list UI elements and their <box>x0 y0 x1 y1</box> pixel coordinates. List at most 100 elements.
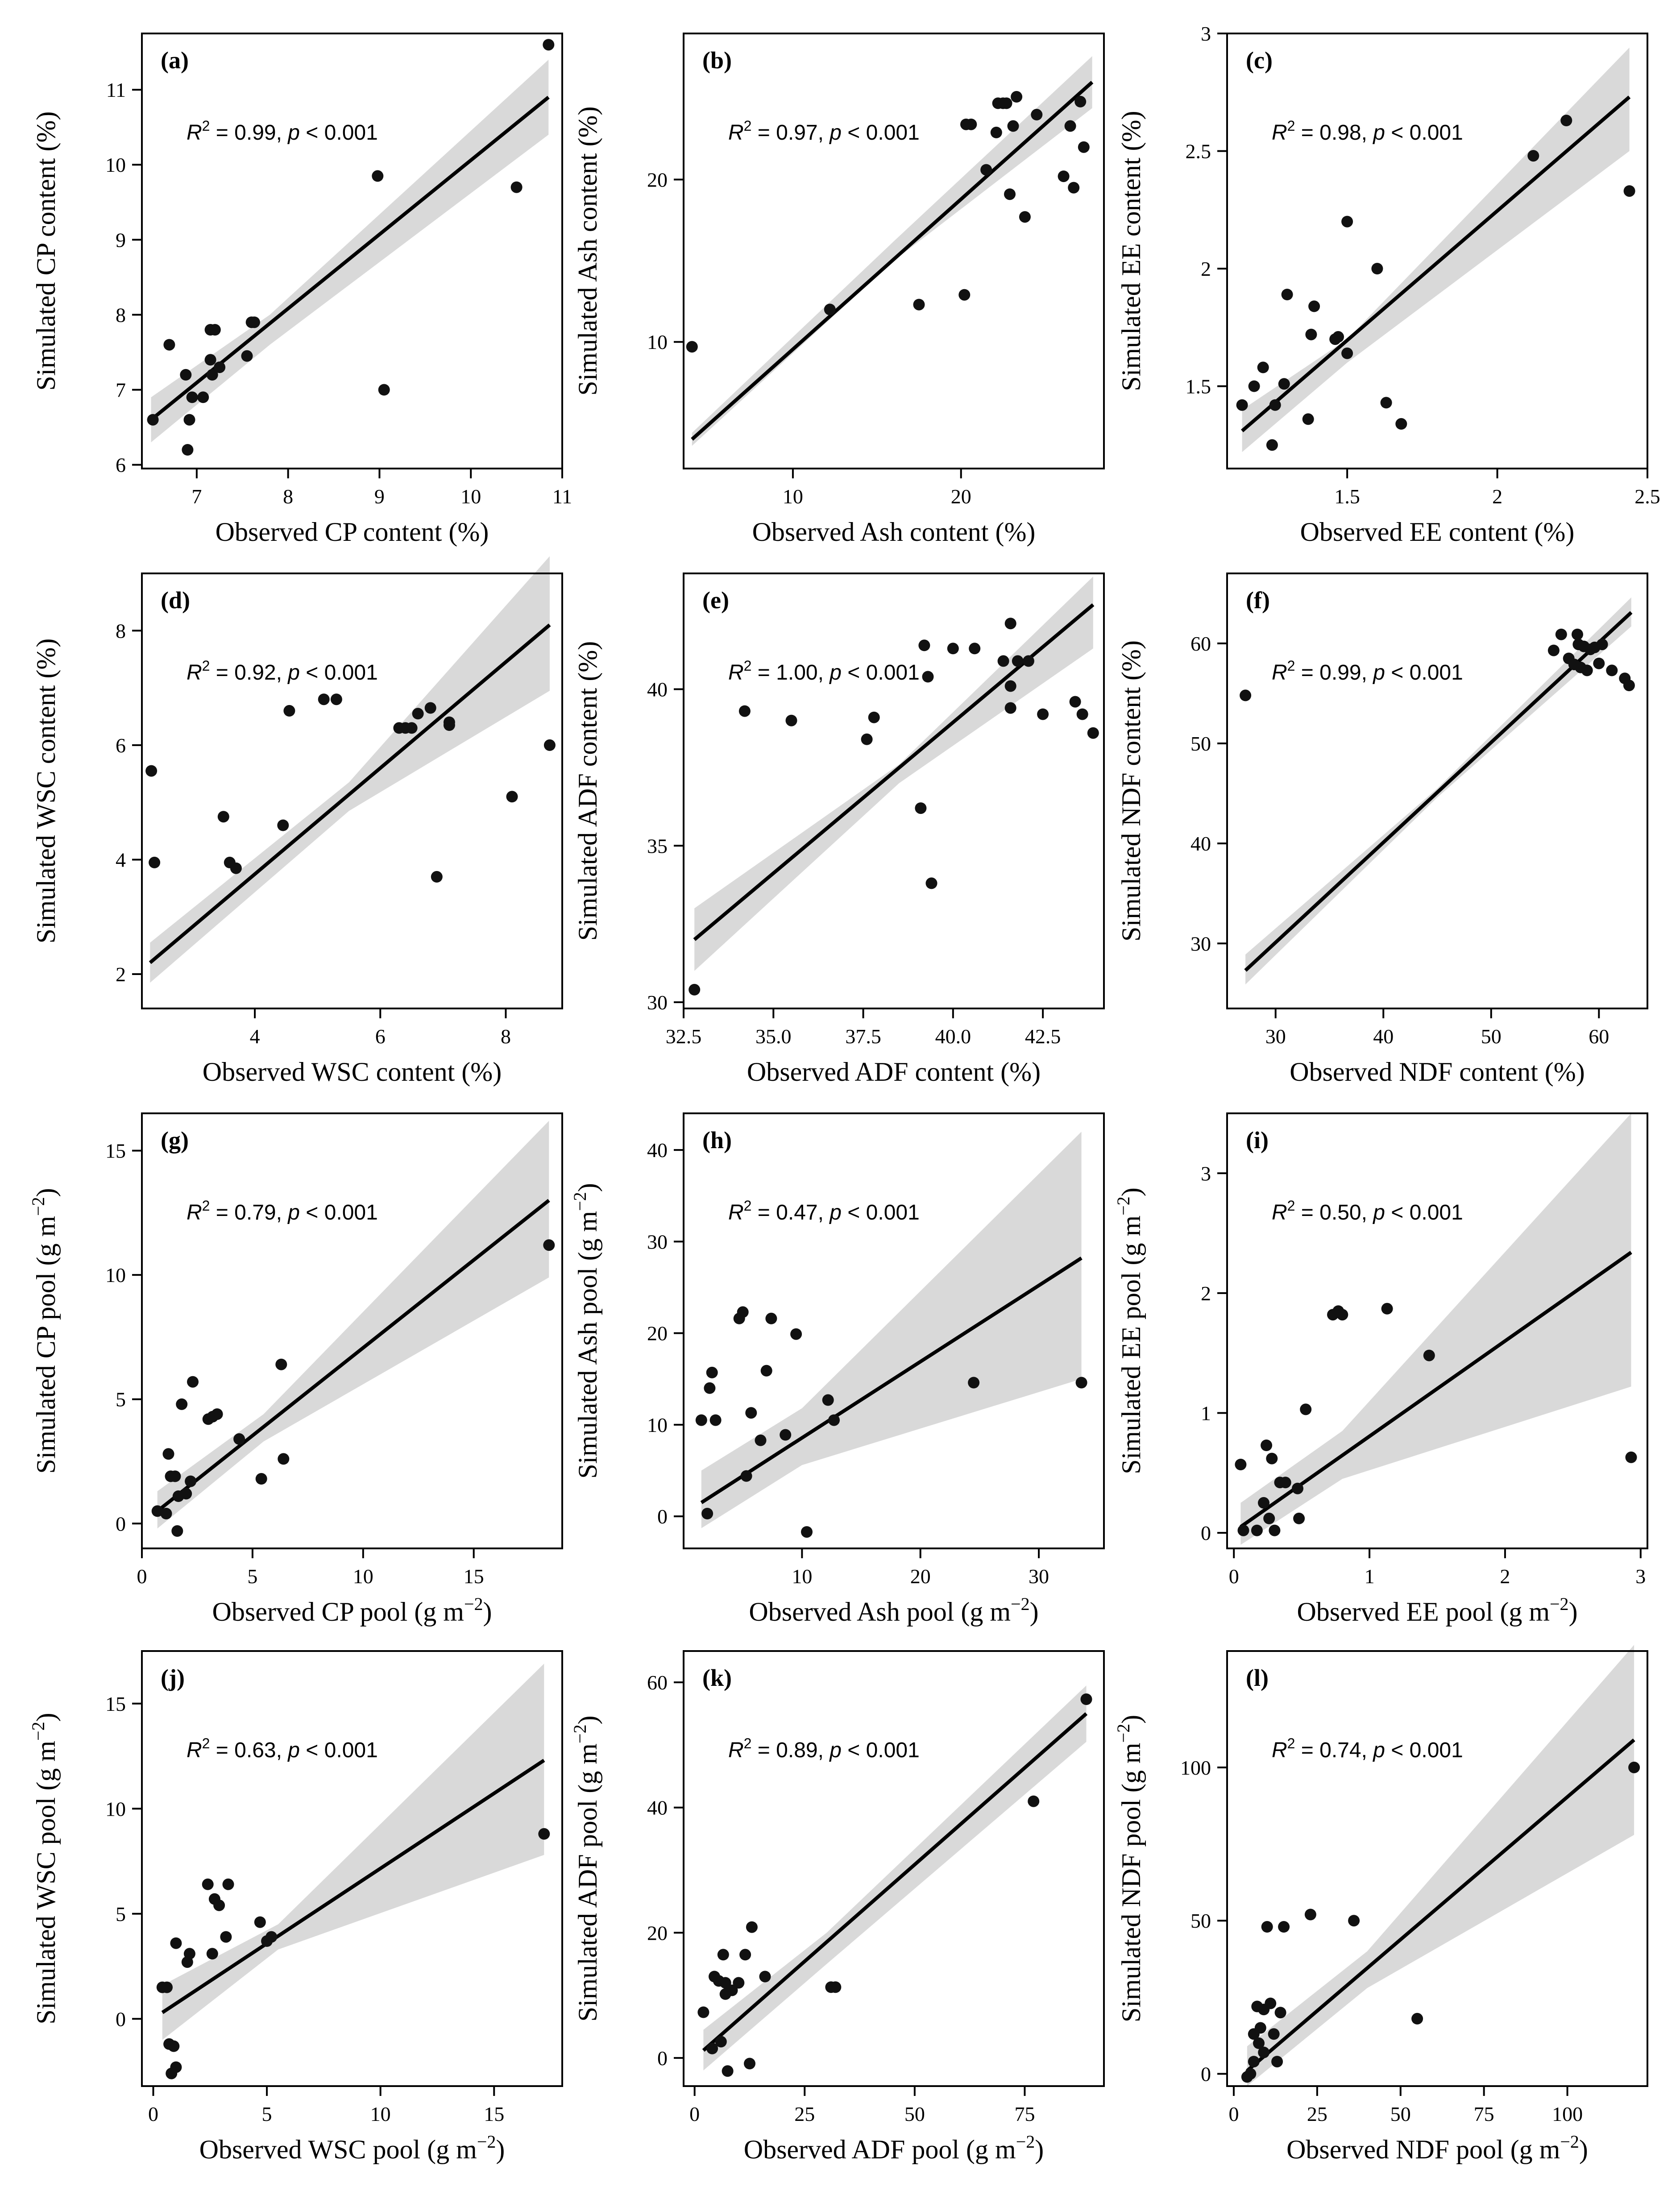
x-tick-label: 10 <box>783 485 803 508</box>
data-point <box>506 791 518 803</box>
data-point <box>372 170 384 182</box>
data-point <box>277 819 289 831</box>
y-axis-title: Simulated NDF content (%) <box>1116 640 1146 942</box>
panel-d: 4 6 8 2 4 6 8 (d) R2 = 0.92, p < 0.001 Observed W… <box>31 556 563 1087</box>
x-tick-label: 30 <box>1029 1565 1049 1588</box>
stat-annotation: R2 = 0.63, p < 0.001 <box>187 1735 378 1762</box>
data-point <box>330 693 342 705</box>
data-point <box>1341 347 1353 359</box>
y-axis-title: Simulated EE content (%) <box>1116 111 1146 391</box>
data-point <box>1261 1440 1273 1451</box>
x-axis-title: Observed Ash pool (g m−2) <box>749 1594 1038 1626</box>
data-point <box>980 164 992 176</box>
data-point <box>1423 1349 1435 1361</box>
regression-line <box>156 1199 550 1513</box>
regression-line <box>702 1712 1088 2052</box>
data-point <box>958 289 971 301</box>
data-point <box>1371 263 1383 274</box>
plot-frame <box>1226 1112 1648 1549</box>
data-point <box>726 1984 738 1996</box>
x-tick-label: 2 <box>1492 485 1502 508</box>
data-point <box>740 1470 752 1482</box>
y-tick-label: 9 <box>116 228 126 251</box>
x-tick-label: 25 <box>794 2103 815 2125</box>
data-point <box>765 1312 777 1324</box>
panel-label: (g) <box>161 1127 189 1153</box>
data-point <box>211 1408 223 1420</box>
data-point <box>739 1949 751 1961</box>
data-point <box>412 708 424 720</box>
x-tick-label: 0 <box>1229 1565 1239 1588</box>
data-point <box>785 714 797 726</box>
data-point <box>197 391 209 403</box>
data-point <box>1380 397 1392 409</box>
data-point <box>1087 727 1099 739</box>
plot-frame <box>141 573 563 1009</box>
y-tick-label: 0 <box>657 1505 668 1528</box>
y-tick-label: 6 <box>116 734 126 757</box>
panel-label: (k) <box>702 1664 732 1691</box>
data-point <box>1037 708 1049 720</box>
data-point <box>915 802 927 814</box>
data-point <box>1261 1921 1273 1933</box>
stat-annotation: R2 = 0.97, p < 0.001 <box>728 118 920 145</box>
data-point <box>1593 657 1605 669</box>
data-point <box>1555 628 1567 640</box>
data-point <box>1293 1512 1305 1524</box>
y-tick-label: 6 <box>116 454 126 477</box>
regression-line <box>700 1256 1083 1504</box>
data-point <box>1004 702 1016 714</box>
data-point <box>265 1931 278 1943</box>
stat-annotation: R2 = 0.99, p < 0.001 <box>1272 658 1463 685</box>
x-tick-label: 25 <box>1307 2103 1327 2125</box>
y-tick-label: 15 <box>105 1693 126 1715</box>
data-point <box>1069 696 1081 708</box>
x-tick-label: 4 <box>250 1025 260 1048</box>
x-axis-title: Observed NDF content (%) <box>1290 1057 1585 1087</box>
data-point <box>990 126 1002 138</box>
data-point <box>1341 216 1353 228</box>
data-point <box>1336 1309 1348 1321</box>
data-point <box>1304 1909 1316 1921</box>
x-axis-title: Observed EE pool (g m−2) <box>1297 1594 1577 1626</box>
y-tick-label: 0 <box>116 1512 126 1535</box>
y-tick-label: 60 <box>647 1671 668 1694</box>
panel-b: 10 20 10 20 (b) R2 = 0.97, p < 0.001 Observed … <box>573 33 1105 547</box>
x-tick-label: 8 <box>283 485 293 508</box>
data-point <box>543 1239 555 1251</box>
data-point <box>161 1981 173 1993</box>
data-point <box>1269 399 1281 411</box>
data-point <box>278 1453 290 1465</box>
y-tick-label: 2 <box>1201 257 1211 280</box>
x-tick-label: 0 <box>148 2103 158 2125</box>
y-tick-label: 8 <box>116 303 126 326</box>
data-point <box>947 643 959 655</box>
data-point <box>254 1916 266 1928</box>
data-point <box>543 739 556 751</box>
data-point <box>1251 1524 1263 1536</box>
data-point <box>1031 108 1043 120</box>
panel-l: 0 25 50 75 100 0 50 100 (l) R2 = 0.74, p < 0.001 O… <box>1113 1645 1648 2164</box>
y-tick-label: 0 <box>657 2047 668 2070</box>
data-point <box>1381 1303 1393 1315</box>
data-point <box>1028 1795 1040 1807</box>
y-tick-label: 20 <box>647 168 668 191</box>
data-point <box>746 1921 758 1933</box>
data-point <box>1012 655 1024 667</box>
data-point <box>1235 1459 1247 1470</box>
data-point <box>1058 170 1070 183</box>
data-point <box>969 643 981 655</box>
x-axis-title: Observed ADF content (%) <box>747 1057 1041 1087</box>
plot-frame <box>683 33 1105 469</box>
data-point <box>1265 1997 1277 2009</box>
data-point <box>801 1526 813 1538</box>
data-point <box>275 1358 287 1370</box>
data-point <box>719 1977 731 1989</box>
data-point <box>1560 115 1572 126</box>
stat-annotation: R2 = 0.92, p < 0.001 <box>187 658 378 685</box>
y-axis-title: Simulated EE pool (g m−2) <box>1113 1187 1146 1474</box>
x-tick-label: 2 <box>1500 1565 1510 1588</box>
data-point <box>738 705 751 717</box>
data-point <box>1078 141 1090 153</box>
data-point <box>1000 97 1012 109</box>
